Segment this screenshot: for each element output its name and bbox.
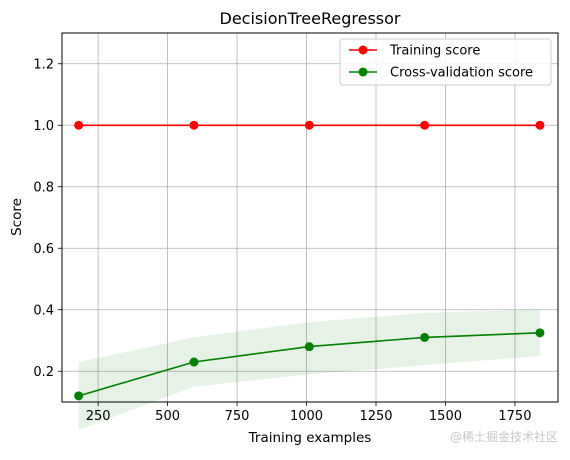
x-tick-label: 1750 — [498, 409, 531, 424]
x-tick-label: 750 — [225, 409, 250, 424]
y-tick-label: 1.0 — [33, 119, 54, 134]
x-axis-ticks: 250 500 750 1000 1250 1500 1750 — [86, 402, 531, 424]
y-tick-label: 0.8 — [33, 180, 54, 195]
watermark-text: @稀土掘金技术社区 — [449, 430, 558, 444]
training-score-point — [189, 120, 199, 130]
x-tick-label: 1500 — [429, 409, 462, 424]
y-tick-label: 0.6 — [33, 242, 54, 257]
legend-cross-validation-score-label: Cross-validation score — [390, 66, 533, 81]
series-marker-layer — [74, 120, 545, 401]
y-axis-title: Score — [9, 198, 25, 236]
cross-validation-score-point — [420, 332, 430, 342]
x-tick-label: 1250 — [359, 409, 392, 424]
cross-validation-score-point — [304, 342, 314, 352]
legend-training-score-label: Training score — [389, 44, 480, 59]
chart-title: DecisionTreeRegressor — [220, 9, 401, 28]
training-score-point — [74, 120, 84, 130]
training-score-point — [420, 120, 430, 130]
y-axis-ticks: 0.2 0.4 0.6 0.8 1.0 1.2 — [33, 57, 62, 380]
legend-box — [339, 38, 552, 86]
legend-entries: Training score Cross-validation score — [349, 44, 533, 81]
cross-validation-score-point — [74, 391, 84, 401]
x-tick-label: 500 — [155, 409, 180, 424]
y-tick-label: 0.4 — [33, 303, 54, 318]
y-tick-label: 1.2 — [33, 57, 54, 72]
grid-layer — [62, 33, 558, 402]
plot-frame — [61, 32, 559, 403]
x-axis-title: Training examples — [248, 430, 372, 446]
legend: Training score Cross-validation score — [339, 38, 552, 86]
x-tick-label: 250 — [86, 409, 111, 424]
training-score-point — [304, 120, 314, 130]
legend-cross-validation-score-marker — [358, 67, 368, 77]
cross-validation-score-point — [189, 357, 199, 367]
training-score-point — [535, 120, 545, 130]
y-tick-label: 0.2 — [33, 365, 54, 380]
legend-training-score-marker — [358, 45, 368, 55]
cross-validation-score-point — [535, 328, 545, 338]
x-tick-label: 1000 — [290, 409, 323, 424]
